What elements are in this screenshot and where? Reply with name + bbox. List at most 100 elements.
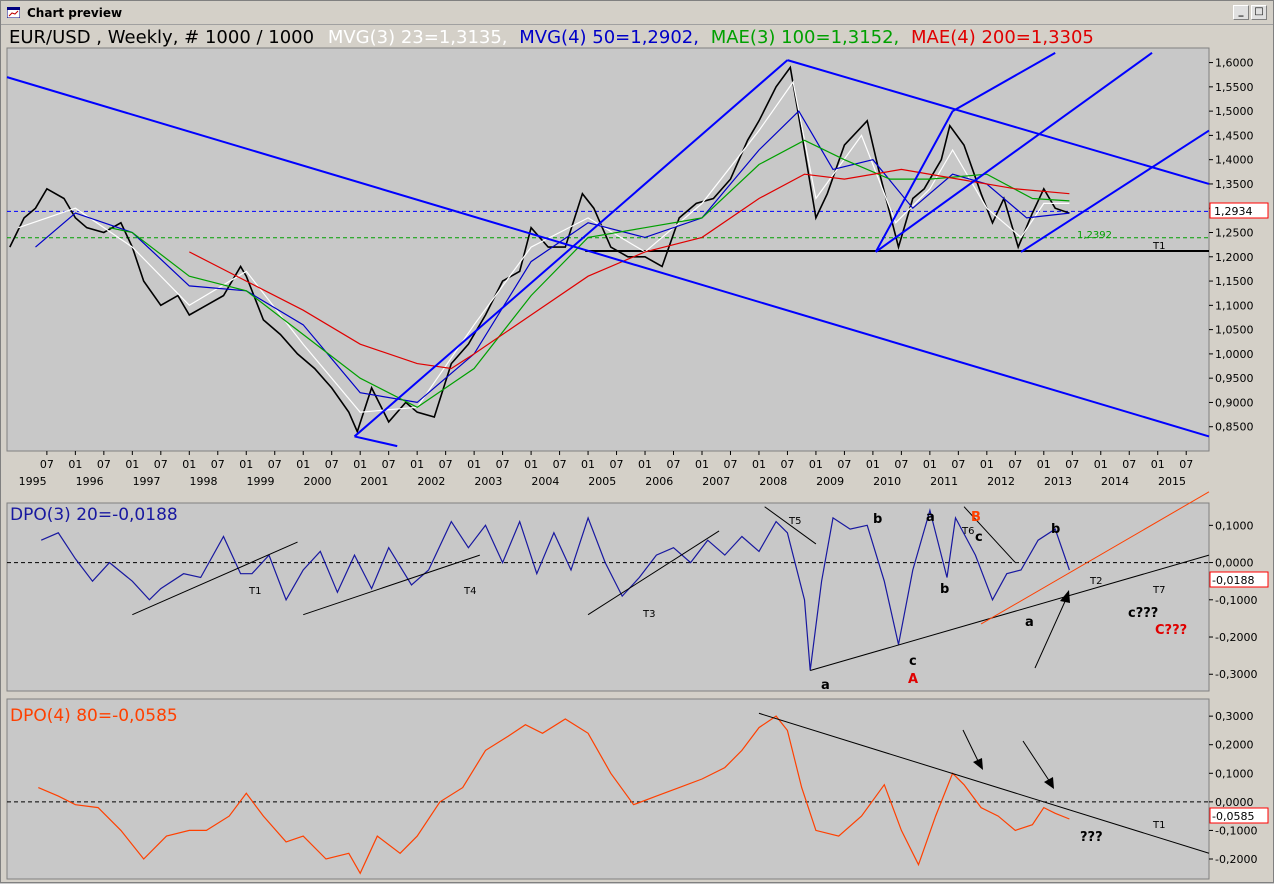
wave-A: A: [908, 672, 918, 687]
wave-a2: a: [926, 510, 935, 525]
x-tick-label: 01: [353, 458, 367, 471]
y-tick-label: -0,2000: [1215, 631, 1257, 644]
arrow-icon: [962, 729, 983, 770]
x-tick-label: 07: [667, 458, 681, 471]
x-year-label: 2015: [1158, 475, 1186, 488]
y-tick-label: 1,5000: [1215, 105, 1254, 118]
x-tick-label: 07: [1008, 458, 1022, 471]
dpo3-t6: T6: [961, 526, 974, 537]
dpo4-t1: T1: [1152, 820, 1165, 831]
x-year-label: 2012: [987, 475, 1015, 488]
y-tick-label: -0,2000: [1215, 853, 1257, 866]
x-tick-label: 07: [1065, 458, 1079, 471]
x-tick-label: 07: [723, 458, 737, 471]
dpo4-chart: 0,3000 0,2000 0,1000 0,0000 -0,1000 -0,2000: [7, 710, 1257, 875]
x-year-label: 2007: [702, 475, 730, 488]
y-tick-label: 0,1000: [1215, 767, 1254, 780]
header-mae3: MAE(3) 100=1,3152,: [711, 27, 900, 48]
trend-line: [787, 59, 1210, 185]
x-tick-label: 07: [610, 458, 624, 471]
wave-b1: b: [873, 512, 882, 527]
wave-C: C???: [1155, 623, 1187, 638]
y-tick-label: 0,9500: [1215, 372, 1254, 385]
trend-line: [963, 506, 1016, 563]
x-tick-label: 01: [695, 458, 709, 471]
y-tick-label: 1,1000: [1215, 299, 1254, 312]
x-tick-label: 07: [40, 458, 54, 471]
x-year-label: 2003: [474, 475, 502, 488]
y-tick-label: 1,6000: [1215, 57, 1254, 70]
dpo4-panel-bg: [6, 698, 1210, 880]
dpo4-title: DPO(4) 80=-0,0585: [10, 706, 178, 726]
trend-line: [952, 51, 1056, 112]
trend-line: [132, 541, 298, 616]
x-tick-label: 01: [923, 458, 937, 471]
x-tick-label: 07: [97, 458, 111, 471]
dpo3-t7: T7: [1152, 585, 1165, 596]
x-tick-label: 07: [553, 458, 567, 471]
window-title: Chart preview: [27, 6, 123, 20]
y-tick-label: -0,1000: [1215, 824, 1257, 837]
y-tick-label: 1,0000: [1215, 348, 1254, 361]
wave-a3: a: [1025, 615, 1034, 630]
x-tick-label: 01: [467, 458, 481, 471]
support-label: T1: [1152, 241, 1165, 252]
x-year-label: 2000: [303, 475, 331, 488]
x-year-label: 1995: [19, 475, 47, 488]
dpo3-title: DPO(3) 20=-0,0188: [10, 505, 178, 525]
dpo4-last-box: [1209, 807, 1269, 824]
y-tick-label: 1,4000: [1215, 154, 1254, 167]
x-tick-label: 01: [410, 458, 424, 471]
x-tick-label: 07: [439, 458, 453, 471]
price-panel-bg: [6, 47, 1210, 452]
x-tick-label: 01: [866, 458, 880, 471]
x-year-label: 2005: [588, 475, 616, 488]
dpo3-series: [40, 508, 1070, 671]
trend-line: [874, 110, 954, 253]
minimize-button[interactable]: _: [1233, 5, 1249, 20]
x-year-label: 1996: [76, 475, 104, 488]
x-year-label: 2013: [1044, 475, 1072, 488]
x-year-label: 2014: [1101, 475, 1129, 488]
price-last-box: [1209, 202, 1269, 219]
x-tick-label: 01: [1037, 458, 1051, 471]
y-tick-label: 0,8500: [1215, 421, 1254, 434]
header-symbol: EUR/USD , Weekly, # 1000 / 1000: [9, 27, 314, 48]
header-mae4: MAE(4) 200=1,3305: [911, 27, 1094, 48]
dpo4-last-value: -0,0585: [1212, 810, 1254, 823]
y-tick-label: 1,2500: [1215, 227, 1254, 240]
wave-c2: c: [975, 530, 983, 545]
y-tick-label: 0,0000: [1215, 796, 1254, 809]
x-tick-label: 07: [382, 458, 396, 471]
x-tick-label: 07: [211, 458, 225, 471]
chart-area[interactable]: EUR/USD , Weekly, # 1000 / 1000 MVG(3) 2…: [1, 25, 1274, 884]
y-tick-label: -0,3000: [1215, 668, 1257, 681]
svg-text:EUR/USD , Weekly, # 1000 / 100: EUR/USD , Weekly, # 1000 / 1000 MVG(3) 2…: [9, 27, 1094, 48]
x-tick-label: 01: [980, 458, 994, 471]
x-year-label: 2006: [645, 475, 673, 488]
x-axis: 07 01 07 01 07 01 07 01 07 01 07 01 07 01 07 01 07 01 07 01…: [19, 451, 1193, 488]
dpo3-t1: T1: [248, 586, 261, 597]
mae4-series: [189, 168, 1070, 370]
y-tick-label: 1,2000: [1215, 251, 1254, 264]
x-tick-label: 07: [951, 458, 965, 471]
arrow-icon: [1022, 740, 1054, 789]
maximize-button[interactable]: □: [1251, 5, 1267, 20]
mae3-series: [109, 139, 1070, 408]
x-tick-label: 07: [837, 458, 851, 471]
dpo3-chart: 0,1000 0,0000 -0,1000 -0,2000 -0,3000: [7, 491, 1257, 681]
trend-line: [6, 76, 1210, 438]
price-last-value: 1,2934: [1214, 205, 1253, 218]
y-tick-label: 1,0500: [1215, 324, 1254, 337]
y-tick-label: 1,4500: [1215, 129, 1254, 142]
x-tick-label: 01: [752, 458, 766, 471]
dpo3-t2: T2: [1089, 576, 1102, 587]
trend-line: [587, 530, 720, 616]
trend-line: [303, 554, 480, 616]
title-bar[interactable]: Chart preview _ □: [1, 1, 1273, 25]
y-tick-label: 1,1500: [1215, 275, 1254, 288]
y-tick-label: 0,3000: [1215, 710, 1254, 723]
y-tick-label: 0,1000: [1215, 519, 1254, 532]
x-tick-label: 01: [125, 458, 139, 471]
